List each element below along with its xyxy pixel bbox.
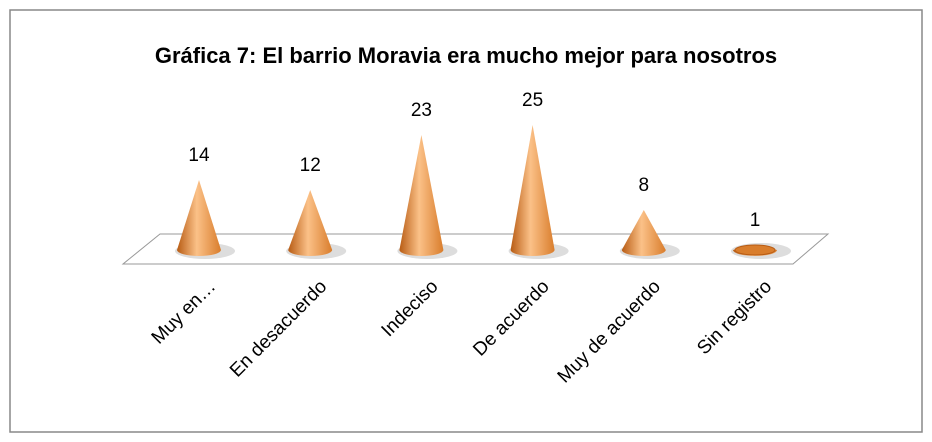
data-label: 25 <box>522 90 543 111</box>
cone <box>399 135 444 256</box>
chart-border <box>9 9 923 433</box>
data-label: 14 <box>188 145 210 166</box>
cone <box>177 180 221 256</box>
cone-base <box>734 244 776 256</box>
data-label: 1 <box>750 210 761 231</box>
data-label: 23 <box>411 100 432 121</box>
cone <box>510 125 555 256</box>
cone <box>621 210 666 256</box>
chart-title: Gráfica 7: El barrio Moravia era mucho m… <box>155 43 777 68</box>
cone <box>288 190 333 256</box>
data-label: 8 <box>639 175 650 196</box>
data-label: 12 <box>300 155 321 176</box>
